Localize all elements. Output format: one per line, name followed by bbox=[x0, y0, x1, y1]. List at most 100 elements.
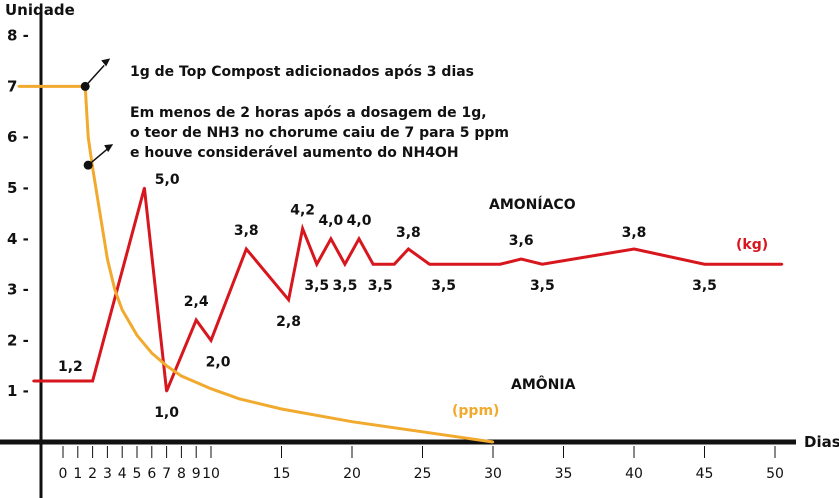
data-point-amonia bbox=[150, 351, 153, 355]
data-point-amonia bbox=[135, 334, 139, 337]
data-label: 3,8 bbox=[396, 225, 421, 241]
x-tick-label: 30 bbox=[484, 466, 502, 482]
data-label: 5,0 bbox=[155, 172, 180, 188]
x-tick-label: 45 bbox=[696, 466, 714, 482]
data-label: 3,5 bbox=[368, 278, 393, 294]
data-point-amonia bbox=[106, 257, 109, 261]
labels-layer: 1,25,01,02,42,03,82,84,23,54,03,54,03,53… bbox=[58, 172, 768, 421]
data-point-amoniaco bbox=[541, 263, 544, 266]
x-tick-label: 2 bbox=[88, 466, 97, 482]
x-tick-label: 0 bbox=[59, 466, 68, 482]
data-label: 2,0 bbox=[206, 354, 231, 370]
data-point-amoniaco bbox=[91, 379, 94, 383]
data-point-amonia bbox=[98, 212, 102, 215]
x-tick-label: 15 bbox=[273, 466, 291, 482]
x-tick-label: 6 bbox=[147, 466, 156, 482]
x-tick-label: 1 bbox=[73, 466, 82, 482]
data-point-amoniaco bbox=[343, 263, 347, 266]
arrowhead-icon bbox=[101, 58, 111, 67]
data-point-amonia bbox=[350, 420, 354, 423]
data-label: 3,8 bbox=[622, 225, 647, 241]
y-tick-label: 4 - bbox=[7, 230, 29, 248]
data-label: 3,6 bbox=[509, 233, 534, 249]
data-point-amonia bbox=[209, 387, 213, 390]
data-label: 3,5 bbox=[431, 278, 456, 294]
series-line-amoniaco bbox=[33, 187, 782, 392]
data-label: 4,0 bbox=[347, 213, 372, 229]
y-tick-label: 5 - bbox=[7, 179, 29, 197]
y-tick-label: 3 - bbox=[7, 281, 29, 299]
x-tick-label: 9 bbox=[192, 466, 201, 482]
annotation-text-strong: Top Compost bbox=[179, 64, 281, 80]
annotation-text-part: adicionados após 3 dias bbox=[280, 64, 474, 80]
x-tick-label: 40 bbox=[625, 466, 643, 482]
arrowhead-icon bbox=[104, 144, 114, 153]
data-label: 4,2 bbox=[290, 203, 315, 219]
data-point-amoniaco bbox=[209, 339, 213, 342]
x-tick-label: 20 bbox=[343, 466, 361, 482]
data-point-amoniaco bbox=[143, 186, 146, 190]
y-axis-title: Unidade bbox=[5, 1, 75, 19]
data-label: 1,0 bbox=[154, 405, 179, 421]
series-name-amonia: AMÔNIA bbox=[511, 375, 576, 393]
x-axis-title: Dias bbox=[804, 433, 839, 451]
data-point-amonia bbox=[113, 288, 117, 291]
data-label: 4,0 bbox=[318, 213, 343, 229]
data-point-amoniaco bbox=[703, 263, 706, 266]
x-tick-label: 3 bbox=[103, 466, 112, 482]
annotation-layer: 1g de Top Compost adicionados após 3 dia… bbox=[80, 58, 509, 170]
data-point-amoniaco bbox=[32, 379, 35, 383]
annotation-text-line: e houve considerável aumento do NH4OH bbox=[130, 145, 459, 161]
annotation-text: 1g de Top Compost adicionados após 3 dia… bbox=[130, 64, 474, 80]
x-tick-label: 7 bbox=[162, 466, 171, 482]
x-tick-label: 4 bbox=[118, 466, 127, 482]
annotation-arrow bbox=[84, 64, 105, 87]
y-tick-label: 1 - bbox=[7, 382, 29, 400]
data-point-amoniaco bbox=[371, 263, 375, 266]
data-point-amoniaco bbox=[498, 263, 502, 266]
data-point-amonia bbox=[165, 364, 168, 367]
data-point-amoniaco bbox=[315, 263, 318, 266]
data-point-amoniaco bbox=[165, 390, 168, 393]
data-label: 2,8 bbox=[276, 314, 301, 330]
data-label: 2,4 bbox=[184, 294, 209, 310]
data-label: 3,5 bbox=[304, 278, 329, 294]
data-point-amoniaco bbox=[407, 247, 410, 251]
annotation-arrow bbox=[87, 148, 108, 166]
data-point-amoniaco bbox=[428, 263, 431, 266]
data-point-amoniaco bbox=[632, 247, 636, 251]
y-tick-label: 6 - bbox=[7, 128, 29, 146]
data-point-amoniaco bbox=[520, 257, 523, 261]
data-point-amoniaco bbox=[357, 237, 361, 240]
unit-label-ppm: (ppm) bbox=[452, 403, 499, 419]
y-tick-label: 2 - bbox=[7, 331, 29, 349]
y-tick-label: 8 - bbox=[7, 27, 29, 45]
data-point-amonia bbox=[17, 85, 20, 88]
y-tick-label: 7 bbox=[7, 77, 17, 95]
data-label: 3,8 bbox=[234, 223, 259, 239]
data-point-amoniaco bbox=[195, 318, 198, 322]
series-name-amoniaco: AMONÍACO bbox=[489, 196, 576, 213]
x-tick-label: 25 bbox=[414, 466, 432, 482]
data-label: 3,5 bbox=[692, 278, 717, 294]
data-point-amonia bbox=[238, 397, 241, 401]
unit-label-kg: (kg) bbox=[736, 237, 768, 253]
data-label: 3,5 bbox=[333, 278, 358, 294]
x-tick-label: 5 bbox=[133, 466, 142, 482]
data-point-amonia bbox=[280, 407, 283, 411]
data-point-amoniaco bbox=[245, 247, 248, 251]
data-label: 3,5 bbox=[530, 278, 555, 294]
x-tick-label: 35 bbox=[555, 466, 573, 482]
data-point-amoniaco bbox=[780, 263, 784, 266]
annotation-text-line: o teor de NH3 no chorume caiu de 7 para … bbox=[130, 125, 509, 141]
data-point-amoniaco bbox=[287, 298, 290, 301]
data-point-amonia bbox=[421, 430, 424, 434]
annotation-text-part: 1g de bbox=[130, 64, 179, 80]
data-point-amoniaco bbox=[301, 227, 304, 230]
x-tick-label: 50 bbox=[766, 466, 784, 482]
data-point-amoniaco bbox=[393, 263, 396, 266]
x-tick-label: 8 bbox=[177, 466, 186, 482]
data-point-amonia bbox=[491, 440, 495, 444]
